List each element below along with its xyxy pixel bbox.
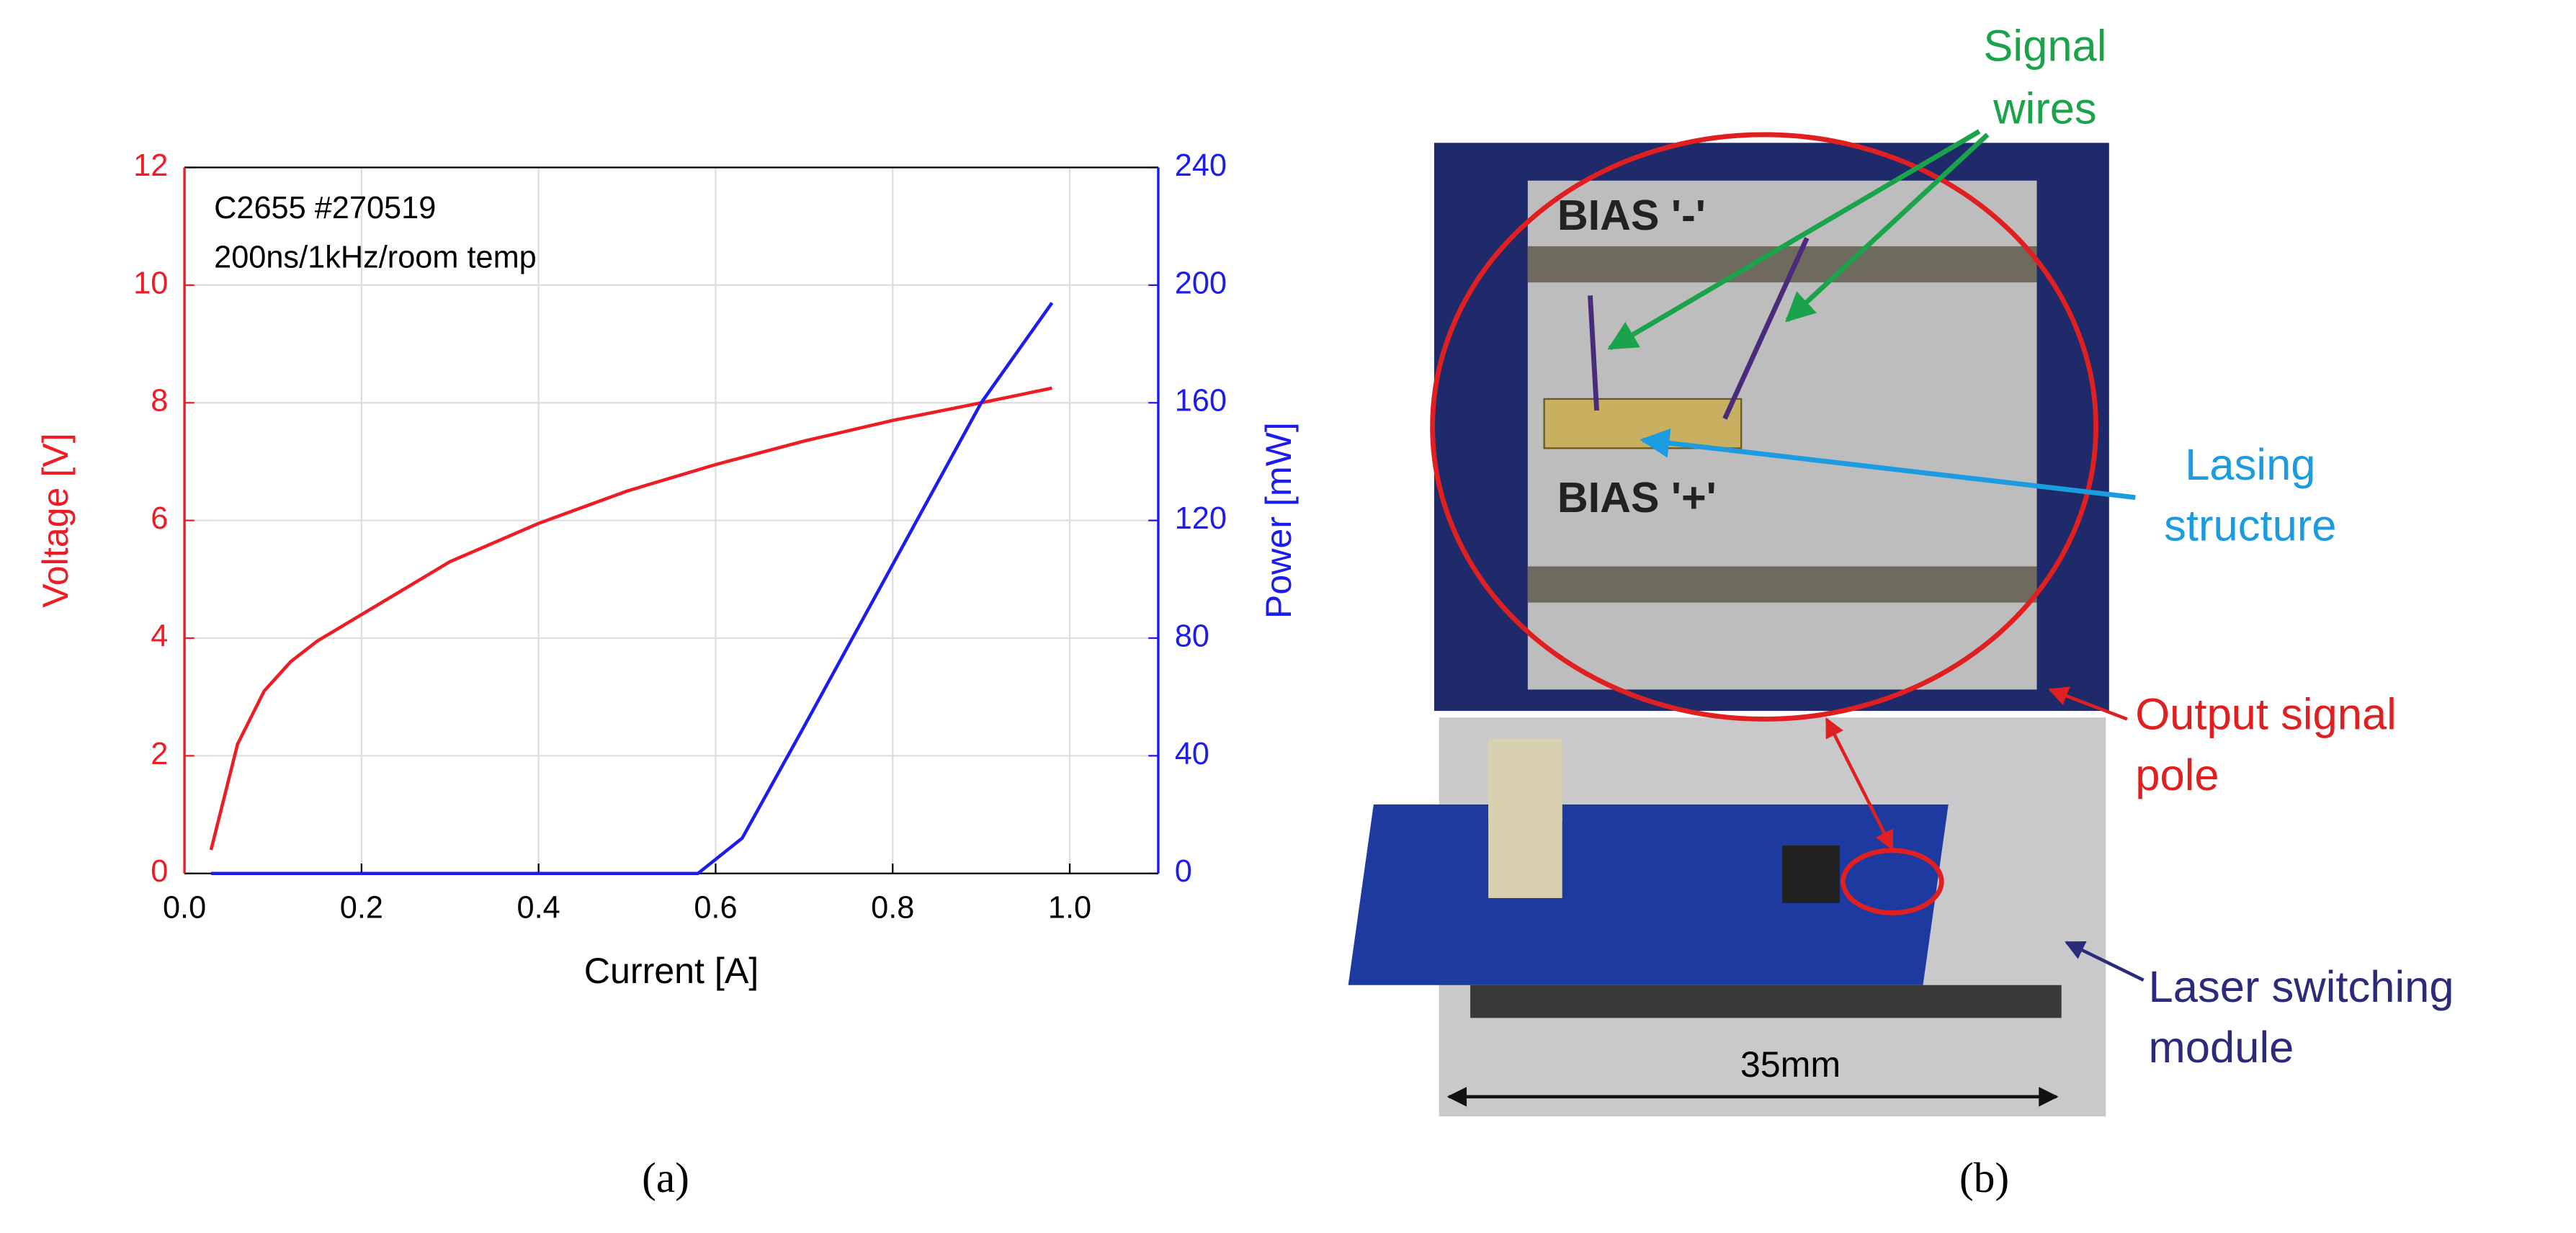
callout: Lasing (2185, 440, 2315, 490)
scale-label: 35mm (1740, 1044, 1841, 1085)
y2-tick-label: 120 (1175, 501, 1227, 536)
highlight-ellipse (1430, 132, 2098, 722)
arrow (2065, 941, 2145, 982)
y-tick-label: 6 (151, 501, 168, 536)
callout: Output signal (2135, 689, 2397, 739)
arrow (1640, 428, 2136, 501)
callout: wires (1993, 84, 2097, 133)
x-tick-label: 0.6 (694, 890, 737, 925)
header-pins (1470, 985, 2062, 1018)
callout: pole (2135, 750, 2219, 800)
bias-label: BIAS '+' (1557, 473, 1717, 521)
y2-tick-label: 240 (1175, 148, 1227, 183)
y-tick-label: 0 (151, 854, 168, 889)
y2-tick-label: 80 (1175, 619, 1209, 653)
y-tick-label: 8 (151, 384, 168, 418)
x-tick-label: 0.0 (163, 890, 206, 925)
bias-label: BIAS '-' (1557, 191, 1706, 239)
y-axis-label: Voltage [V] (35, 433, 76, 608)
y2-tick-label: 40 (1175, 737, 1209, 771)
panel-label: (a) (642, 1154, 689, 1201)
photo: 35mm BIAS '-' BIAS '+' Signal wires Lasi… (1348, 22, 2454, 1117)
y-tick-label: 4 (151, 619, 168, 653)
series-line (210, 302, 1054, 876)
panel-label: (b) (1959, 1154, 2009, 1201)
series-line (209, 386, 1052, 851)
y2-tick-label: 160 (1175, 384, 1227, 418)
x-axis-label: Current [A] (584, 951, 759, 991)
y-tick-label: 10 (133, 266, 168, 300)
annotation: 200ns/1kHz/room temp (214, 241, 537, 275)
x-tick-label: 0.2 (340, 890, 383, 925)
wire (1722, 237, 1810, 420)
gap (1527, 246, 2037, 283)
annotation: C2655 #270519 (214, 191, 436, 225)
callout: Signal (1983, 22, 2106, 71)
y2-tick-label: 0 (1175, 854, 1192, 889)
callout: Laser switching (2149, 962, 2454, 1012)
pcb (1348, 804, 1949, 985)
arrow (1607, 129, 1981, 351)
chart: 0.0 0.2 0.4 0.6 0.8 1.00246810120408012016020… (35, 148, 1299, 991)
callout: structure (2164, 501, 2336, 550)
callout: module (2149, 1023, 2294, 1072)
arrow (1784, 133, 1990, 323)
x-tick-label: 1.0 (1048, 890, 1091, 925)
arrow (2048, 686, 2128, 721)
wire (1588, 295, 1599, 411)
x-tick-label: 0.4 (517, 890, 560, 925)
y2-axis-label: Power [mW] (1258, 422, 1299, 619)
chip (1782, 846, 1840, 903)
y-tick-label: 2 (151, 737, 168, 771)
y-tick-label: 12 (133, 148, 168, 183)
gap (1527, 566, 2037, 603)
x-tick-label: 0.8 (871, 890, 914, 925)
component (1488, 799, 1562, 898)
arrow (1825, 717, 1894, 851)
y2-tick-label: 200 (1175, 266, 1227, 300)
